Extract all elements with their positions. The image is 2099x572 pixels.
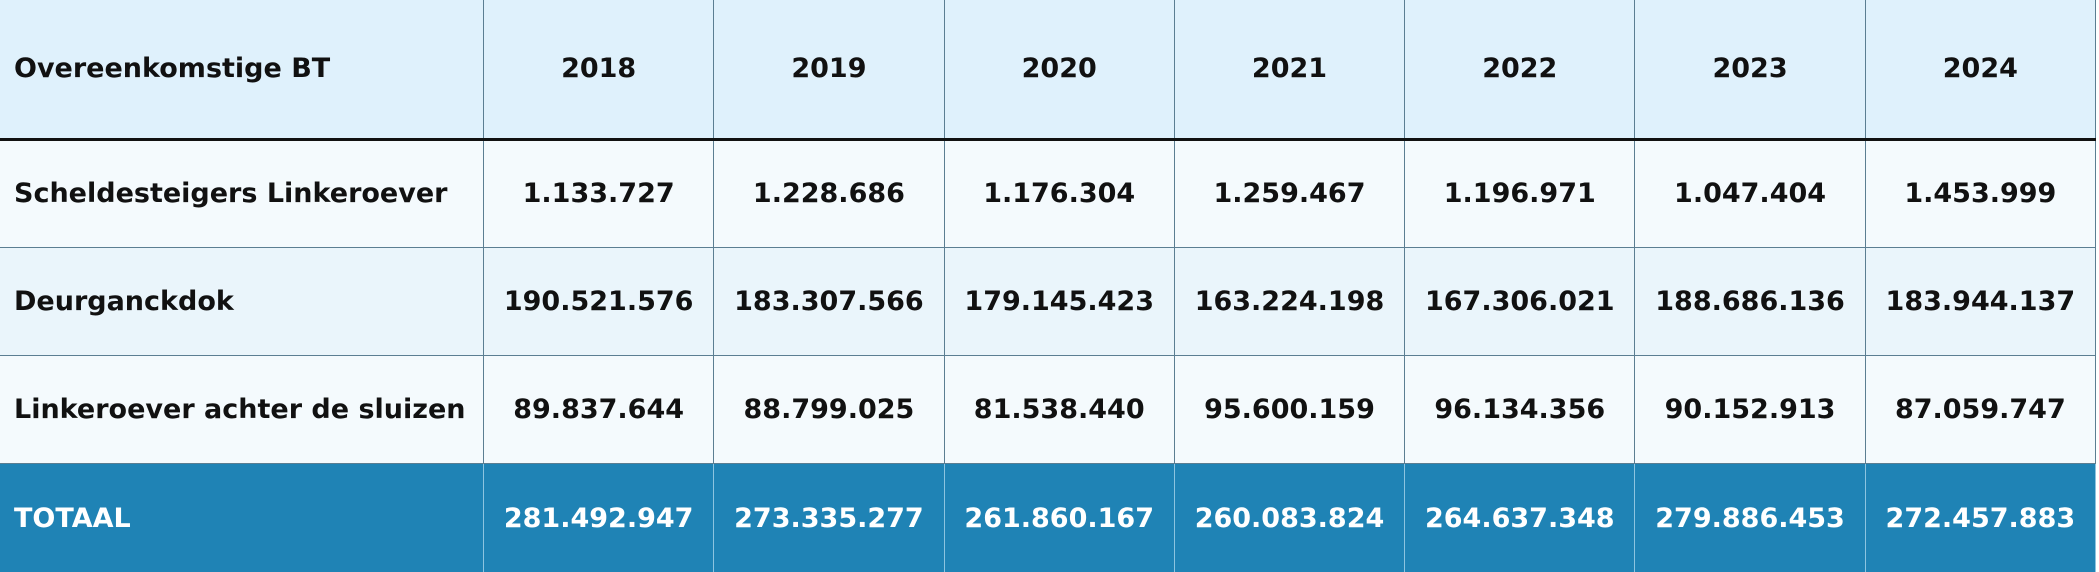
header-cell: 2018	[482, 0, 715, 141]
header-cell: 2020	[943, 0, 1175, 141]
value-cell: 95.600.159	[1173, 354, 1406, 464]
row-label: Linkeroever achter de sluizen	[0, 354, 484, 464]
value-cell: 188.686.136	[1634, 246, 1866, 356]
header-cell: 2019	[713, 0, 945, 141]
table-row: Scheldesteigers Linkeroever 1.133.727 1.22…	[0, 138, 2097, 248]
value-cell: 183.307.566	[713, 246, 945, 356]
header-cell: Overeenkomstige BT	[0, 0, 484, 141]
total-cell: 273.335.277	[713, 462, 945, 572]
total-cell: 261.860.167	[943, 462, 1175, 572]
value-cell: 96.134.356	[1404, 354, 1636, 464]
value-cell: 190.521.576	[482, 246, 715, 356]
total-cell: 260.083.824	[1173, 462, 1406, 572]
value-cell: 1.228.686	[713, 138, 945, 248]
table-row: Linkeroever achter de sluizen 89.837.644 8…	[0, 354, 2097, 464]
value-cell: 1.133.727	[482, 138, 715, 248]
value-cell: 1.047.404	[1634, 138, 1866, 248]
value-cell: 163.224.198	[1173, 246, 1406, 356]
value-cell: 89.837.644	[482, 354, 715, 464]
table-footer: TOTAAL 281.492.947 273.335.277 261.860.167 2…	[0, 462, 2097, 572]
value-cell: 183.944.137	[1864, 246, 2097, 356]
value-cell: 1.196.971	[1404, 138, 1636, 248]
value-cell: 90.152.913	[1634, 354, 1866, 464]
total-cell: 281.492.947	[482, 462, 715, 572]
value-cell: 81.538.440	[943, 354, 1175, 464]
total-cell: 264.637.348	[1404, 462, 1636, 572]
value-cell: 179.145.423	[943, 246, 1175, 356]
total-row: TOTAAL 281.492.947 273.335.277 261.860.167 2…	[0, 462, 2097, 572]
value-cell: 88.799.025	[713, 354, 945, 464]
value-cell: 1.259.467	[1173, 138, 1406, 248]
value-cell: 167.306.021	[1404, 246, 1636, 356]
header-cell: 2024	[1864, 0, 2097, 141]
header-cell: 2023	[1634, 0, 1866, 141]
header-row: Overeenkomstige BT 2018 2019 2020 2021 2022 20…	[0, 0, 2097, 141]
value-cell: 87.059.747	[1864, 354, 2097, 464]
total-cell: 272.457.883	[1864, 462, 2097, 572]
header-cell: 2021	[1173, 0, 1406, 141]
table-row: Deurganckdok 190.521.576 183.307.566 179.14…	[0, 246, 2097, 356]
row-label: Deurganckdok	[0, 246, 484, 356]
value-cell: 1.453.999	[1864, 138, 2097, 248]
row-label: Scheldesteigers Linkeroever	[0, 138, 484, 248]
total-cell: 279.886.453	[1634, 462, 1866, 572]
header-cell: 2022	[1404, 0, 1636, 141]
value-cell: 1.176.304	[943, 138, 1175, 248]
table-body: Scheldesteigers Linkeroever 1.133.727 1.22…	[0, 138, 2097, 464]
table-header: Overeenkomstige BT 2018 2019 2020 2021 2022 20…	[0, 0, 2097, 141]
total-label: TOTAAL	[0, 462, 484, 572]
